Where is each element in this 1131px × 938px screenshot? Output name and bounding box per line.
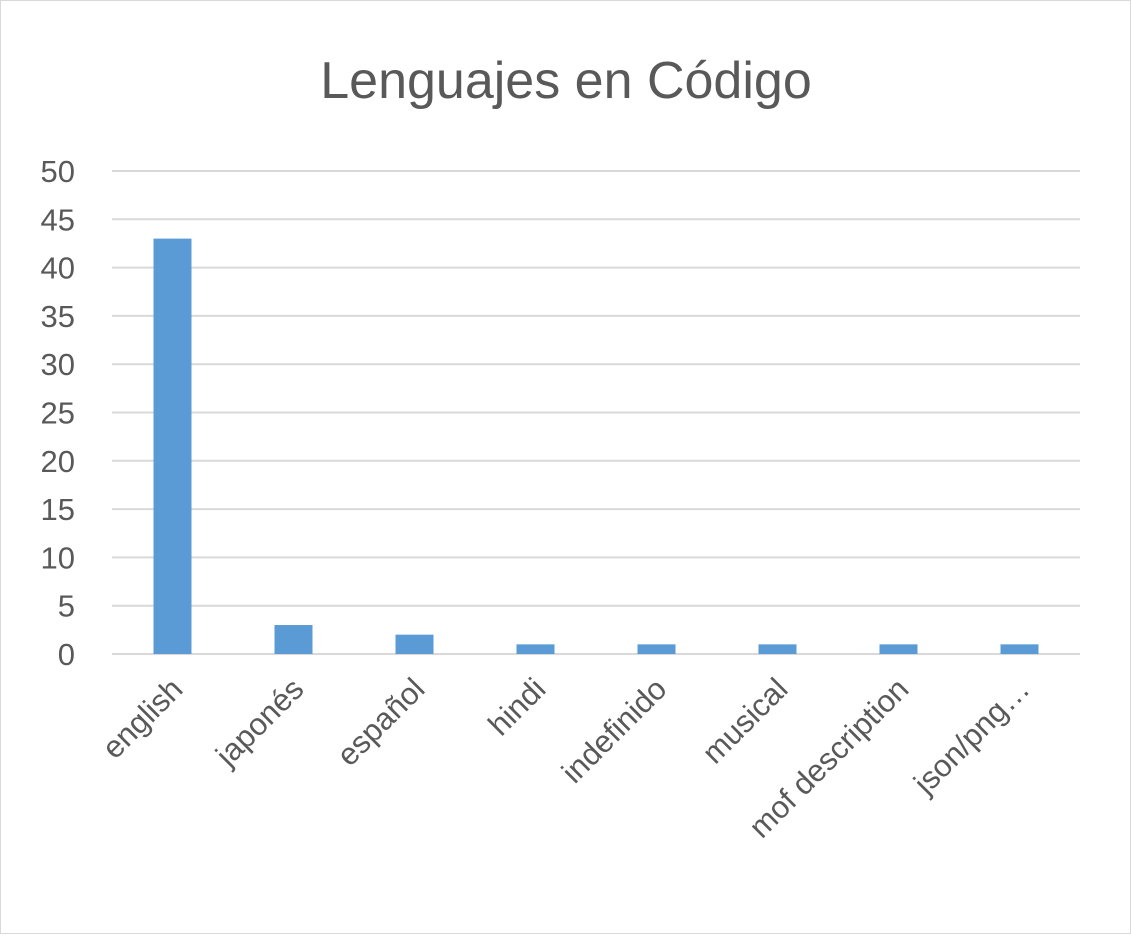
y-tick-label: 30: [41, 347, 75, 382]
x-tick-label: japonés: [208, 671, 310, 773]
bar-espa-ol: [395, 634, 434, 654]
bar-hindi: [516, 644, 555, 654]
chart-title: Lenguajes en Código: [320, 52, 812, 110]
bar-musical: [758, 644, 797, 654]
y-tick-label: 5: [58, 589, 75, 624]
bar-japon-s: [274, 625, 313, 654]
bar-mof-description: [879, 644, 918, 654]
y-tick-label: 25: [41, 396, 75, 431]
y-axis-tick-labels: 0 5 10 15 20 25 30 35 40 45 50: [41, 154, 75, 672]
x-tick-label: english: [95, 671, 189, 765]
y-tick-label: 40: [41, 251, 75, 286]
x-tick-label: indefinido: [555, 671, 674, 790]
bar-json-png-: [1000, 644, 1039, 654]
x-tick-label: hindi: [481, 671, 552, 742]
bars: [153, 238, 1039, 654]
bar-indefinido: [637, 644, 676, 654]
y-tick-label: 45: [41, 202, 75, 237]
y-tick-label: 20: [41, 444, 75, 479]
y-tick-label: 35: [41, 299, 75, 334]
gridlines: [112, 170, 1080, 655]
x-tick-label: español: [330, 671, 432, 773]
y-tick-label: 15: [41, 492, 75, 527]
bar-english: [153, 238, 192, 654]
y-tick-label: 50: [41, 154, 75, 189]
y-tick-label: 10: [41, 540, 75, 575]
x-tick-label: json/png…: [906, 671, 1036, 801]
x-tick-label: musical: [695, 671, 794, 770]
x-axis-tick-labels: english japonés español hindi indefinido musi…: [95, 671, 1036, 844]
y-tick-label: 0: [58, 637, 75, 672]
